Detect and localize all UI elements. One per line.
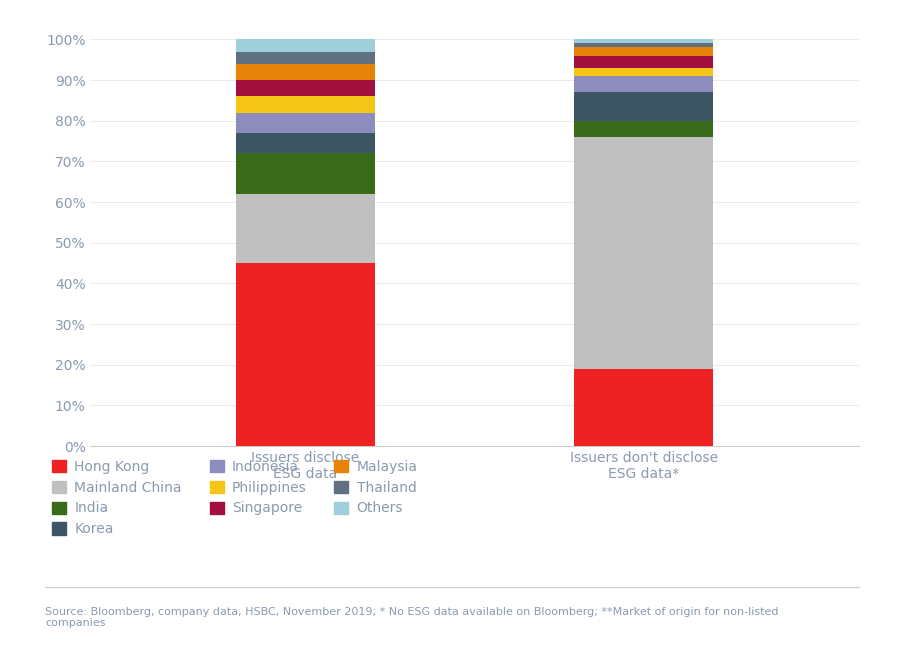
Bar	[574, 369, 712, 446]
Bar	[237, 39, 375, 52]
Legend: Hong Kong, Mainland China, India, Korea, Indonesia, Philippines, Singapore, Mala: Hong Kong, Mainland China, India, Korea,…	[52, 460, 417, 537]
Bar	[574, 76, 712, 92]
Bar	[237, 194, 375, 263]
Bar	[237, 263, 375, 446]
Bar	[574, 56, 712, 68]
Bar	[574, 39, 712, 43]
Bar	[574, 92, 712, 121]
Bar	[237, 80, 375, 96]
Bar	[237, 113, 375, 133]
Bar	[574, 137, 712, 369]
Bar	[237, 96, 375, 113]
Bar	[574, 68, 712, 76]
Bar	[574, 47, 712, 56]
Bar	[237, 133, 375, 154]
Bar	[574, 121, 712, 137]
Bar	[237, 64, 375, 80]
Bar	[237, 52, 375, 64]
Bar	[237, 154, 375, 194]
Text: Source: Bloomberg, company data, HSBC, November 2019; * No ESG data available on: Source: Bloomberg, company data, HSBC, N…	[45, 607, 777, 628]
Bar	[574, 43, 712, 47]
